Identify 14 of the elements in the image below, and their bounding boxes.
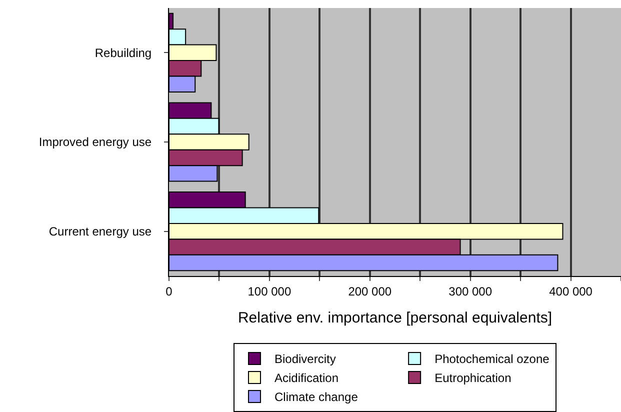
x-tick-label: 400 000 [549, 284, 593, 298]
x-tick-label: 0 [166, 284, 173, 298]
y-tick-label: Improved energy use [38, 135, 152, 150]
legend-label: Biodivercity [274, 352, 336, 366]
legend-label: Climate change [274, 390, 358, 404]
y-tick-label: Rebuilding [94, 46, 152, 60]
y-tick-label: Current energy use [48, 224, 152, 239]
legend-label: Photochemical ozone [434, 352, 550, 366]
x-tick-label: 200 000 [348, 284, 392, 298]
legend-label: Eutrophication [434, 371, 512, 386]
legend-label: Acidification [274, 371, 339, 386]
x-tick-label: 300 000 [448, 284, 492, 298]
x-axis-title: Relative env. importance [personal equivalents] [238, 309, 552, 326]
x-tick-label: 100 000 [248, 284, 292, 298]
